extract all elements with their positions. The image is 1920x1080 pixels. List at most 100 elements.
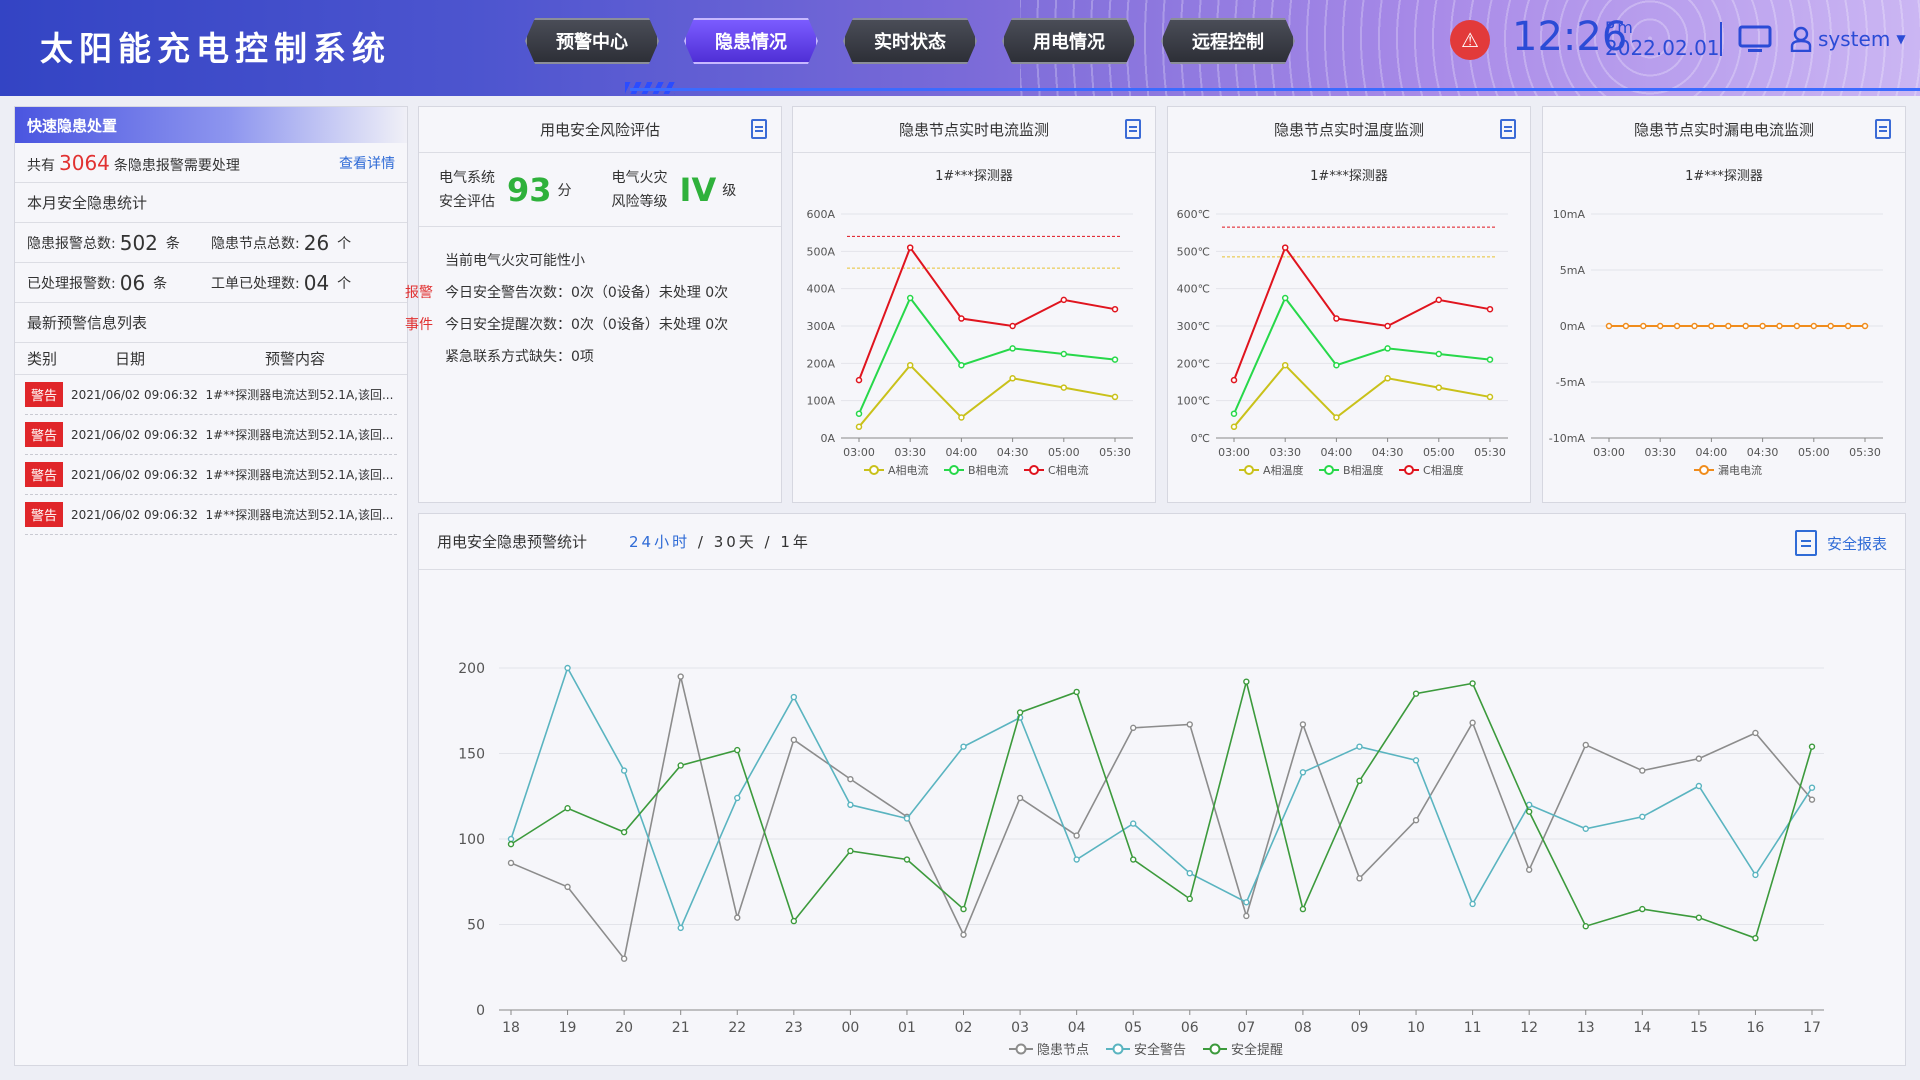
data-point bbox=[960, 743, 967, 750]
data-point bbox=[1486, 356, 1494, 363]
chevron-down-icon: ▼ bbox=[1896, 32, 1906, 46]
data-point bbox=[1752, 871, 1759, 879]
y-tick-label: -10mA bbox=[1549, 432, 1586, 445]
x-tick-label: 10 bbox=[1407, 1020, 1425, 1036]
nav-realtime-status[interactable]: 实时状态 bbox=[843, 18, 977, 64]
legend-marker bbox=[1112, 1043, 1124, 1055]
y-tick-label: 100 bbox=[458, 832, 485, 848]
risk-line: 紧急联系方式缺失：0项 bbox=[445, 349, 594, 365]
data-point bbox=[960, 931, 967, 938]
x-tick-label: 03:00 bbox=[1218, 446, 1250, 459]
alert-content: 1#**探测器电流达到52.1A,该回... bbox=[205, 468, 394, 482]
x-tick-label: 05:30 bbox=[1474, 446, 1506, 459]
user-menu[interactable]: system ▼ bbox=[1790, 26, 1906, 52]
y-tick-label: 0℃ bbox=[1191, 432, 1210, 445]
nav-warning-center[interactable]: 预警中心 bbox=[525, 18, 659, 64]
leakage-chart: -10mA -5mA 0mA 5mA 10mA 03:00 03:30 04:00 04:30 0… bbox=[1549, 208, 1883, 477]
monitor-icon[interactable] bbox=[1738, 24, 1772, 54]
data-point bbox=[1016, 794, 1024, 802]
data-point bbox=[1111, 393, 1119, 401]
data-point bbox=[1299, 905, 1307, 913]
nav-hazard-status[interactable]: 隐患情况 bbox=[684, 18, 818, 64]
x-tick-label: 05 bbox=[1124, 1020, 1142, 1036]
nav-remote-control[interactable]: 远程控制 bbox=[1161, 18, 1295, 64]
current-monitor-card: 隐患节点实时电流监测 1#***探测器 0A 100A 200A 300A 400A 50… bbox=[792, 106, 1156, 503]
side-label-event: 事件 bbox=[405, 317, 433, 333]
x-tick-label: 23 bbox=[785, 1020, 803, 1036]
x-tick-label: 04:00 bbox=[1321, 446, 1353, 459]
header-divider bbox=[1720, 22, 1722, 56]
summary-suffix: 条隐患报警需要处理 bbox=[113, 157, 240, 174]
alert-row[interactable]: 警告 2021/06/02 09:06:32 1#**探测器电流达到52.1A,… bbox=[25, 415, 397, 455]
data-point bbox=[1708, 322, 1715, 330]
data-point bbox=[1759, 322, 1766, 330]
range-24h[interactable]: 24小时 bbox=[629, 533, 691, 551]
document-icon[interactable] bbox=[751, 119, 767, 139]
level-label-2: 风险等级 bbox=[611, 193, 668, 210]
data-point bbox=[1009, 375, 1016, 382]
data-point bbox=[1486, 305, 1494, 313]
column-header: 日期 bbox=[115, 350, 146, 368]
document-icon[interactable] bbox=[1500, 119, 1516, 139]
alert-row[interactable]: 警告 2021/06/02 09:06:32 1#**探测器电流达到52.1A,… bbox=[25, 455, 397, 495]
nav-power-usage[interactable]: 用电情况 bbox=[1002, 18, 1136, 64]
data-point bbox=[1299, 721, 1307, 728]
x-tick-label: 00 bbox=[841, 1020, 859, 1036]
data-point bbox=[1130, 724, 1137, 732]
data-point bbox=[507, 835, 515, 843]
alert-row[interactable]: 警告 2021/06/02 09:06:32 1#**探测器电流达到52.1A,… bbox=[25, 375, 397, 415]
x-tick-label: 05:30 bbox=[1099, 446, 1131, 459]
document-icon[interactable] bbox=[1125, 119, 1141, 139]
y-tick-label: 500A bbox=[806, 245, 835, 258]
document-icon[interactable] bbox=[1875, 119, 1891, 139]
leakage-monitor-card: 隐患节点实时漏电电流监测 1#***探测器 -10mA -5mA 0mA 5mA 10m… bbox=[1542, 106, 1906, 503]
data-point bbox=[1525, 866, 1533, 873]
x-tick-label: 03:00 bbox=[843, 446, 875, 459]
safety-score: 93 bbox=[507, 170, 552, 209]
x-tick-label: 17 bbox=[1803, 1020, 1821, 1036]
alert-content: 1#**探测器电流达到52.1A,该回... bbox=[205, 508, 394, 522]
series-line bbox=[1233, 363, 1491, 428]
data-point bbox=[958, 414, 965, 421]
data-point bbox=[677, 762, 684, 769]
legend-label: 隐患节点 bbox=[1037, 1043, 1089, 1058]
stat-label: 工单已处理数: bbox=[211, 275, 300, 292]
data-point bbox=[1695, 914, 1703, 921]
chart-title: 隐患节点实时电流监测 bbox=[898, 121, 1049, 139]
data-point bbox=[906, 361, 914, 369]
summary-prefix: 共有 bbox=[27, 157, 55, 174]
data-point bbox=[1130, 820, 1137, 827]
level-label-1: 电气火灾 bbox=[611, 169, 668, 186]
x-tick-label: 04 bbox=[1068, 1020, 1086, 1036]
main-nav: 预警中心 隐患情况 实时状态 用电情况 远程控制 bbox=[525, 18, 1295, 64]
y-tick-label: 200℃ bbox=[1177, 357, 1210, 370]
alert-row[interactable]: 警告 2021/06/02 09:06:32 1#**探测器电流达到52.1A,… bbox=[25, 495, 397, 535]
y-tick-label: 150 bbox=[458, 747, 485, 763]
score-label-1: 电气系统 bbox=[439, 169, 495, 186]
stat-value: 06 bbox=[119, 270, 146, 295]
alarm-icon[interactable]: ⚠ bbox=[1450, 20, 1490, 60]
y-tick-label: 0 bbox=[476, 1003, 485, 1019]
summary-count: 3064 bbox=[59, 150, 110, 175]
data-point bbox=[564, 664, 571, 672]
data-point bbox=[1861, 322, 1869, 330]
data-point bbox=[734, 794, 741, 802]
x-tick-label: 22 bbox=[728, 1020, 746, 1036]
data-point bbox=[1656, 322, 1664, 330]
risk-line: 今日安全警告次数：0次（0设备）未处理 0次 bbox=[445, 285, 729, 301]
y-tick-label: 5mA bbox=[1560, 264, 1586, 277]
y-tick-label: 0A bbox=[820, 432, 835, 445]
view-details-link[interactable]: 查看详情 bbox=[339, 155, 395, 172]
range-other[interactable]: / 30天 / 1年 bbox=[690, 533, 811, 551]
chart-title: 隐患节点实时漏电电流监测 bbox=[1633, 121, 1814, 139]
legend-marker bbox=[1029, 465, 1039, 475]
x-tick-label: 03:00 bbox=[1593, 446, 1625, 459]
clock-ampm: P.m bbox=[1605, 18, 1633, 37]
y-tick-label: 50 bbox=[467, 918, 485, 934]
series-line bbox=[858, 245, 1116, 381]
alert-date: 2021/06/02 09:06:32 bbox=[71, 427, 198, 442]
safety-report-button[interactable]: 安全报表 bbox=[1794, 530, 1887, 556]
data-point bbox=[1356, 777, 1363, 785]
series-line bbox=[1233, 296, 1491, 415]
y-tick-label: 600A bbox=[806, 208, 835, 221]
